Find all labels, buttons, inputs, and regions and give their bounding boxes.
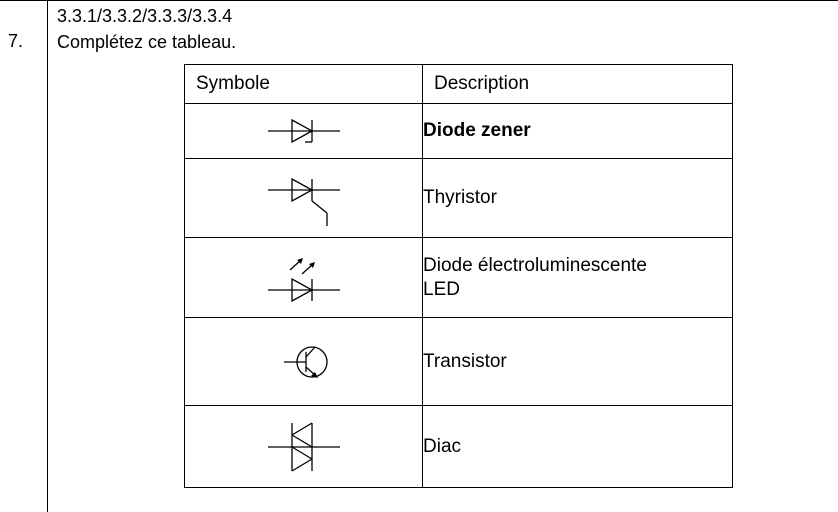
description-cell: Diac — [422, 405, 733, 488]
symbol-cell — [184, 405, 423, 488]
description-cell: Diode électroluminescente LED — [422, 237, 733, 318]
thyristor-symbol-icon — [267, 177, 340, 226]
description-cell: Transistor — [422, 317, 733, 406]
description-cell: Thyristor — [422, 158, 733, 238]
table-row: Transistor — [184, 317, 733, 406]
top-rule — [0, 0, 838, 1]
description-line: Diode électroluminescente — [423, 254, 647, 276]
table-row: Diac — [184, 405, 733, 488]
symbol-cell — [184, 317, 423, 406]
description-line: LED — [423, 278, 460, 300]
description-header: Description — [422, 64, 733, 104]
question-reference: 3.3.1/3.3.2/3.3.3/3.3.4 — [57, 6, 233, 26]
column-divider — [47, 0, 48, 512]
table-header-row: Symbole Description — [184, 64, 733, 104]
question-number: 7. — [8, 31, 24, 51]
symbol-cell — [184, 158, 423, 238]
zener-diode-symbol-icon — [267, 118, 340, 144]
diac-symbol-icon — [267, 421, 340, 472]
table-row: Diode zener — [184, 103, 733, 159]
symbol-cell — [184, 103, 423, 159]
symbol-header: Symbole — [184, 64, 423, 104]
led-symbol-icon — [267, 257, 340, 302]
table-row: Diode électroluminescente LED — [184, 237, 733, 318]
description-cell: Diode zener — [422, 103, 733, 159]
components-table: Symbole Description Diode zener — [184, 64, 733, 488]
symbol-cell — [184, 237, 423, 318]
question-instruction: Complétez ce tableau. — [57, 32, 237, 52]
transistor-symbol-icon — [283, 345, 328, 378]
table-row: Thyristor — [184, 158, 733, 238]
